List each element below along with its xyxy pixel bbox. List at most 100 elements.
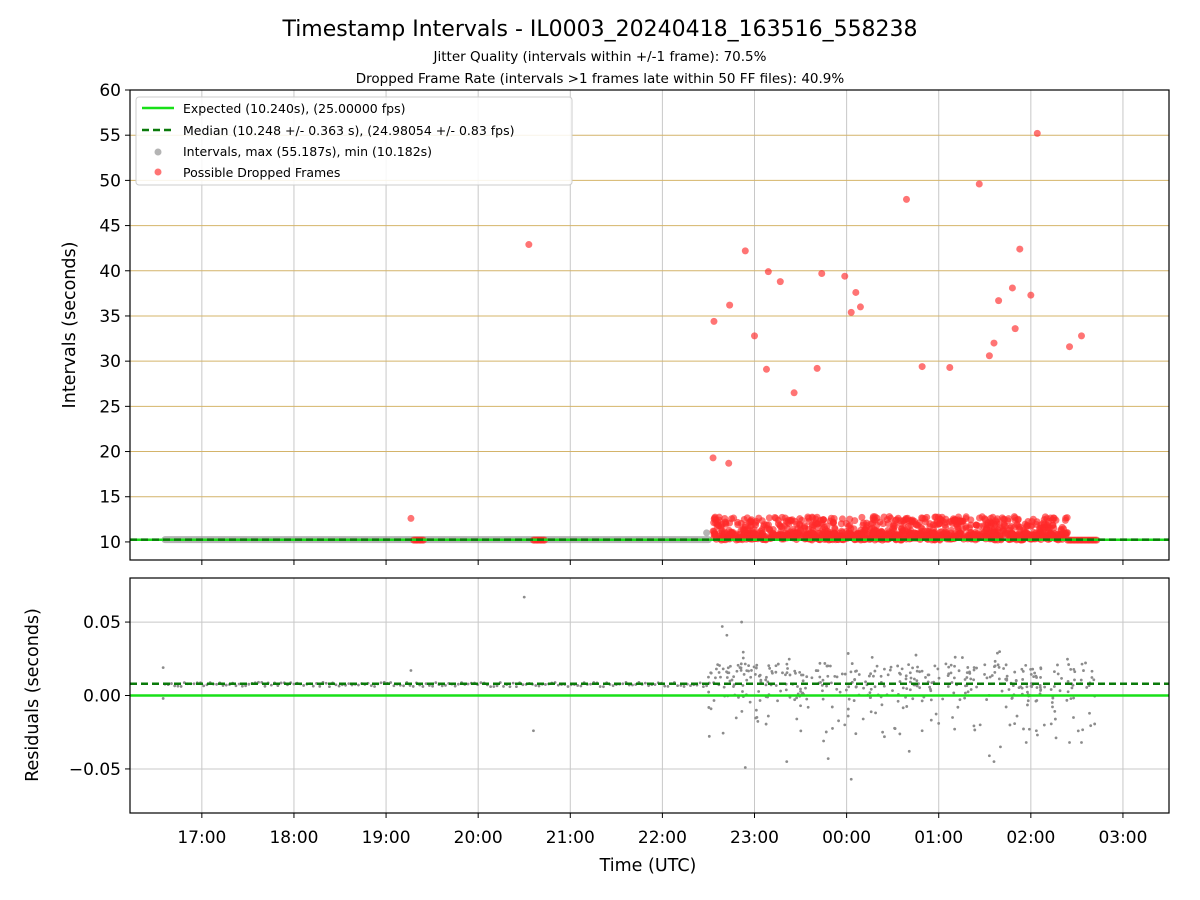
residual-point [911, 697, 915, 701]
residual-point [907, 663, 911, 666]
residual-point [846, 707, 850, 711]
dropped-point [827, 514, 835, 522]
residual-point [929, 718, 933, 722]
residual-point [901, 686, 905, 690]
dropped-point [1021, 520, 1029, 528]
dropped-point [813, 520, 821, 528]
x-axis-label: Time (UTC) [599, 856, 697, 876]
residual-point [838, 690, 842, 694]
dropped-point [762, 365, 770, 373]
residual-point [823, 662, 827, 665]
dropped-point [762, 521, 770, 529]
residual-point [869, 687, 873, 691]
x-tick-label: 18:00 [269, 828, 318, 848]
dropped-point [988, 526, 996, 534]
residual-point [1004, 663, 1008, 667]
residual-point [824, 730, 828, 734]
dropped-point [710, 317, 718, 325]
residual-point [707, 734, 711, 738]
residual-point [843, 723, 847, 727]
residuals-panel: 0.05 0.00 −0.05 17:00 18:00 19:00 20:00 21:00 2… [23, 577, 1170, 876]
residual-point [1050, 701, 1054, 704]
residual-point [793, 669, 797, 673]
legend-intervals: Intervals, max (55.187s), min (10.182s) [183, 144, 432, 159]
residual-point [916, 665, 919, 669]
residual-point [952, 691, 956, 695]
residual-point [779, 689, 782, 693]
residual-point [224, 683, 228, 687]
residual-point [1092, 678, 1096, 682]
residual-point [247, 682, 251, 686]
residual-point [888, 668, 892, 672]
residual-point [953, 664, 956, 668]
residual-point [1039, 666, 1043, 670]
intervals-y-ticks: 10 15 20 25 30 35 40 45 50 55 60 [99, 81, 130, 553]
dropped-point [790, 389, 798, 397]
dropped-point [936, 515, 944, 523]
dropped-point [956, 529, 964, 537]
intervals-y-axis-label: Intervals (seconds) [60, 242, 80, 409]
dropped-point [809, 514, 817, 522]
residual-point [965, 671, 969, 675]
residual-point [850, 662, 854, 665]
residual-point [1034, 729, 1038, 733]
residual-point [1088, 711, 1091, 715]
intervals-y-tick-label: 55 [99, 126, 121, 146]
residual-point [515, 685, 518, 689]
residual-point [720, 625, 724, 628]
dropped-point [407, 514, 415, 522]
residual-point [990, 674, 994, 677]
residual-point [956, 705, 960, 709]
residual-point [891, 689, 894, 693]
residual-point [1024, 663, 1028, 667]
residual-point [741, 690, 744, 693]
residual-point [709, 707, 713, 711]
dropped-point [858, 513, 866, 521]
residual-point [1025, 685, 1029, 689]
dropped-point [725, 531, 733, 539]
residual-point [928, 685, 932, 689]
residual-point [1090, 669, 1094, 673]
dropped-point [801, 524, 809, 532]
dropped-point [721, 518, 729, 526]
legend-box [135, 96, 573, 186]
intervals-y-tick-label: 50 [99, 171, 121, 191]
dropped-point [710, 531, 718, 539]
residual-point [933, 664, 937, 668]
residual-point [825, 664, 829, 668]
residual-point [801, 679, 805, 683]
residual-point [244, 684, 247, 688]
intervals-y-tick-label: 20 [99, 443, 121, 463]
residual-point [431, 684, 434, 688]
x-tick-label: 02:00 [1006, 828, 1055, 848]
residuals-marks [130, 595, 1169, 781]
residual-point [953, 727, 957, 731]
dropped-point [1004, 517, 1012, 525]
residual-point [237, 682, 241, 686]
residual-point [754, 708, 758, 712]
residual-point [721, 667, 725, 671]
residual-point [853, 678, 857, 681]
residual-point [1066, 680, 1070, 683]
dropped-point [869, 529, 877, 537]
residual-point [1035, 699, 1039, 702]
dropped-point [972, 521, 980, 529]
residual-point [893, 726, 896, 730]
residual-point [905, 687, 909, 691]
residual-point [707, 675, 710, 679]
residual-point [774, 670, 778, 674]
residual-point [753, 672, 757, 676]
dropped-point [1066, 343, 1074, 351]
residual-point [833, 675, 837, 678]
residual-point [392, 684, 396, 688]
residual-point [732, 675, 736, 679]
residuals-y-ticks: 0.05 0.00 −0.05 [69, 613, 130, 780]
residual-point [875, 664, 879, 668]
residual-point [734, 716, 738, 720]
residual-point [1042, 723, 1046, 727]
residual-point [1089, 724, 1093, 728]
residual-point [748, 700, 752, 704]
residual-point [900, 667, 904, 671]
residual-point [909, 676, 913, 680]
